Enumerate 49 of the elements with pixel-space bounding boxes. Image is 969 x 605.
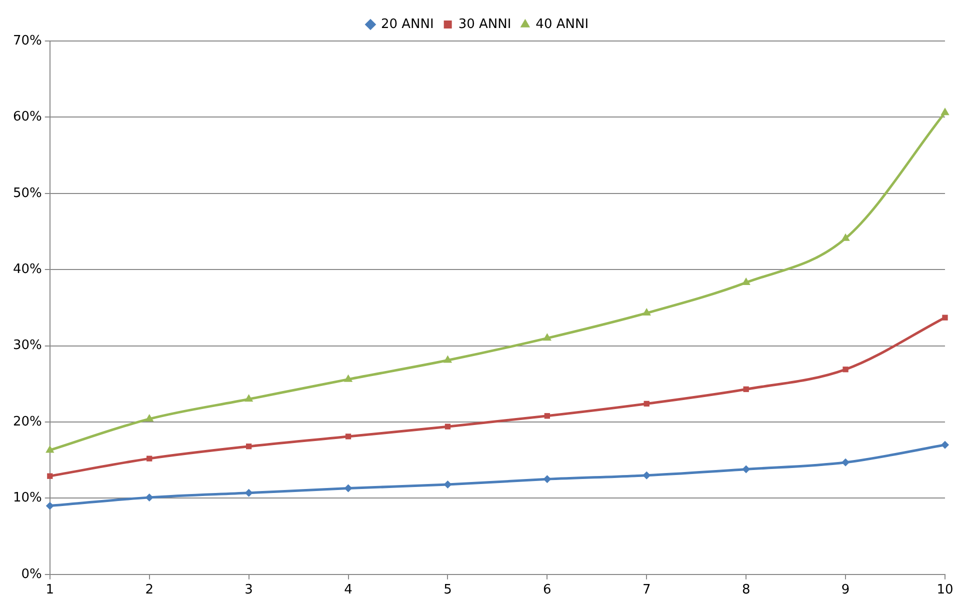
point <box>444 480 452 488</box>
point <box>47 473 53 479</box>
x-tick-label: 3 <box>244 582 253 598</box>
point <box>941 440 949 449</box>
point <box>444 424 451 430</box>
x-tick-label: 2 <box>145 582 154 598</box>
x-tick-label: 5 <box>444 582 452 598</box>
y-tick-label: 60% <box>12 110 42 125</box>
x-tick-label: 6 <box>543 582 552 598</box>
y-tick-label: 30% <box>12 338 42 354</box>
point <box>46 502 54 510</box>
point <box>542 333 552 341</box>
point <box>743 386 749 392</box>
x-tick-label: 7 <box>642 582 651 598</box>
point <box>443 355 452 363</box>
point <box>942 314 948 320</box>
point <box>742 465 750 474</box>
point <box>46 445 54 453</box>
point <box>244 394 254 402</box>
x-tick-label: 9 <box>841 582 850 598</box>
legend-label: 40 ANNI <box>536 16 589 32</box>
point <box>543 475 552 484</box>
y-tick-label: 50% <box>12 186 42 201</box>
point <box>841 233 850 241</box>
x-tick-label: 1 <box>46 582 54 598</box>
x-tick-label: 10 <box>936 582 954 598</box>
point <box>344 484 352 492</box>
point <box>642 308 651 316</box>
point <box>244 488 253 497</box>
point <box>644 400 650 407</box>
legend-label: 30 ANNI <box>458 16 512 32</box>
y-tick-label: 40% <box>12 262 42 277</box>
point <box>842 458 850 466</box>
y-tick-label: 20% <box>12 414 42 430</box>
y-tick-label: 70% <box>12 33 42 48</box>
point <box>842 366 848 372</box>
legend-label: 20 ANNI <box>380 16 434 32</box>
point <box>145 493 154 502</box>
x-tick-label: 8 <box>742 582 750 598</box>
point <box>544 413 550 419</box>
point <box>345 434 352 440</box>
point <box>344 374 353 382</box>
y-tick-label: 0% <box>21 566 42 582</box>
point <box>145 414 154 422</box>
x-tick-label: 4 <box>344 582 352 598</box>
y-tick-label: 10% <box>12 490 42 506</box>
point <box>940 108 950 116</box>
point <box>146 456 152 462</box>
point <box>246 444 252 450</box>
